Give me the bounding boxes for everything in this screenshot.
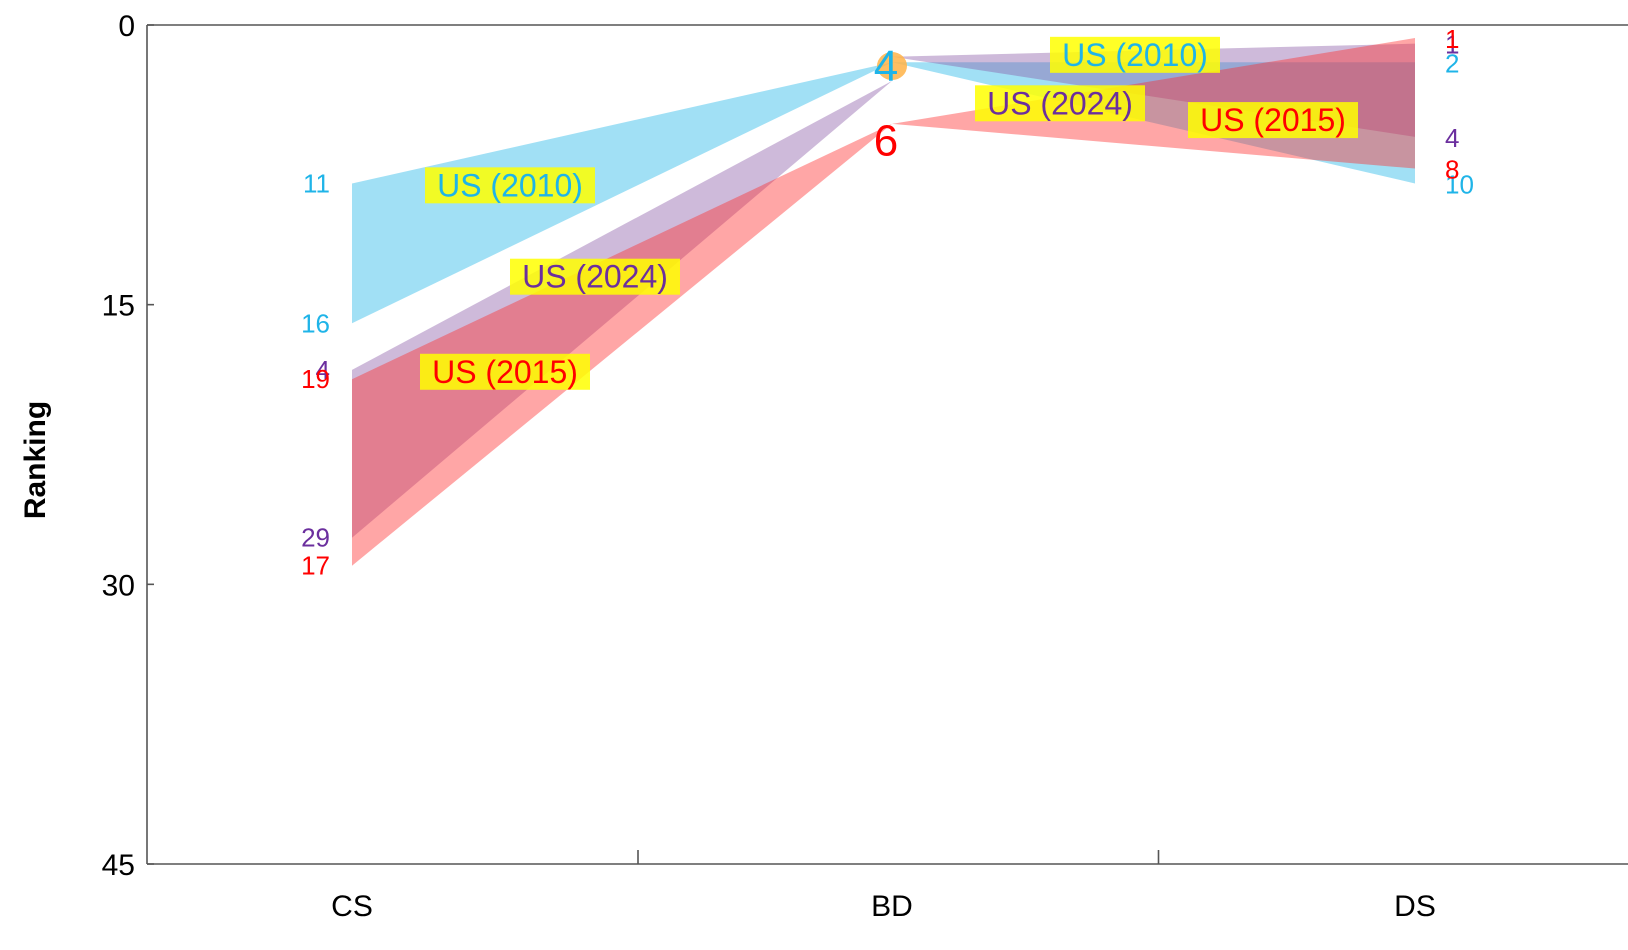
y-axis-title: Ranking: [19, 401, 52, 519]
rank-label-ds: 10: [1445, 169, 1474, 199]
rank-label-cs: 4: [316, 355, 330, 385]
rank-label-ds: 4: [1445, 123, 1459, 153]
hub-label: 6: [874, 117, 898, 166]
band-left: [352, 123, 892, 566]
band-left: [352, 62, 892, 324]
hub-label: 4: [874, 42, 898, 91]
rank-label-ds: 1: [1445, 24, 1459, 54]
rank-label-ds: 1: [1445, 30, 1459, 60]
y-tick-label: 30: [102, 569, 135, 602]
x-tick-label: DS: [1394, 890, 1436, 923]
rank-label-cs: 16: [301, 308, 330, 338]
rank-label-ds: 2: [1445, 48, 1459, 78]
band-label: US (2010): [1062, 37, 1208, 73]
rank-label-cs: 17: [301, 551, 330, 581]
band-label: US (2015): [432, 354, 578, 390]
y-tick-label: 0: [118, 10, 135, 43]
rank-label-cs: 19: [301, 364, 330, 394]
x-tick-label: BD: [871, 890, 913, 923]
band-label: US (2010): [437, 167, 583, 203]
band-label-bg: [420, 353, 590, 390]
y-tick-label: 45: [102, 849, 135, 882]
rank-label-cs: 29: [301, 523, 330, 553]
rank-label-cs: 11: [303, 168, 330, 198]
axes: 0 15 30 45 CS BD DS: [102, 10, 1628, 923]
rank-label-ds: 8: [1445, 155, 1459, 185]
band-label-bg: [1050, 36, 1220, 73]
band-label: US (2024): [522, 259, 668, 295]
band-label-bg: [510, 258, 680, 295]
band-label-bg: [975, 85, 1145, 122]
band-label-bg: [1188, 102, 1358, 139]
x-tick-label: CS: [331, 890, 373, 923]
band-label: US (2015): [1200, 102, 1346, 138]
band-label: US (2024): [987, 85, 1133, 121]
hub-marker: [877, 52, 907, 81]
band-left: [352, 80, 892, 538]
band-label-bg: [425, 167, 595, 204]
y-tick-label: 15: [102, 290, 135, 323]
